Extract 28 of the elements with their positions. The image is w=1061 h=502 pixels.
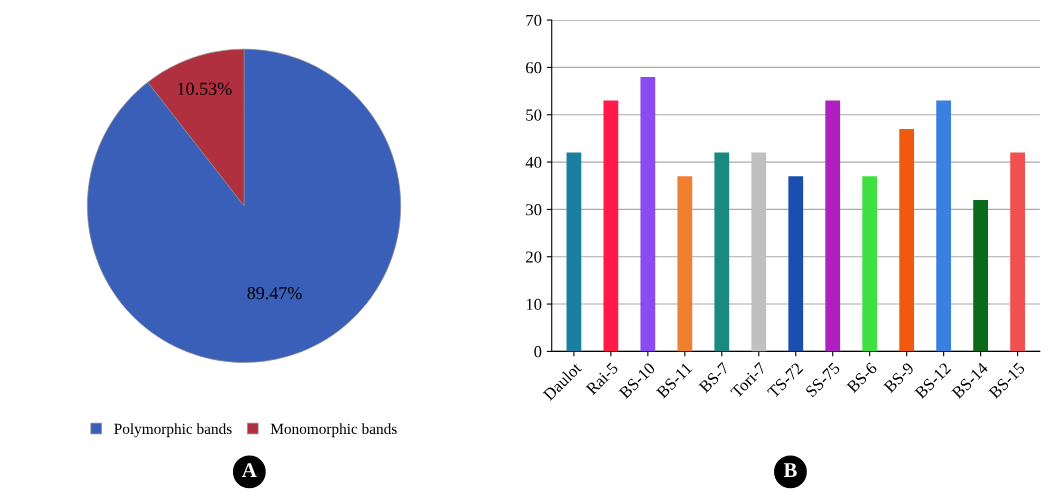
bar [751, 152, 767, 352]
bar [1010, 152, 1025, 352]
y-tick-label: 50 [526, 109, 542, 121]
bar [788, 176, 804, 352]
bar [973, 199, 989, 352]
y-tick-label: 30 [526, 204, 542, 216]
bar [862, 176, 878, 352]
bar [936, 100, 952, 352]
y-tick-label: 10 [526, 298, 542, 311]
bar [566, 152, 582, 352]
legend-label: Monomorphic bands [270, 423, 397, 438]
pie-slice [87, 48, 401, 363]
y-tick-label: 20 [526, 251, 542, 263]
bar [714, 152, 730, 352]
data-label: 89.47% [247, 287, 302, 300]
bar [899, 128, 915, 352]
text: A [242, 463, 257, 477]
bar [825, 100, 841, 352]
y-tick-label: 70 [526, 14, 542, 27]
y-tick-label: 0 [534, 346, 542, 358]
text: B [783, 463, 797, 477]
y-tick-label: 60 [526, 62, 542, 74]
legend-label: Polymorphic bands [114, 423, 232, 438]
data-label: 10.53% [178, 82, 232, 95]
bar [677, 176, 693, 352]
bar [603, 100, 619, 352]
bar [640, 76, 656, 352]
y-tick-label: 40 [525, 156, 542, 169]
